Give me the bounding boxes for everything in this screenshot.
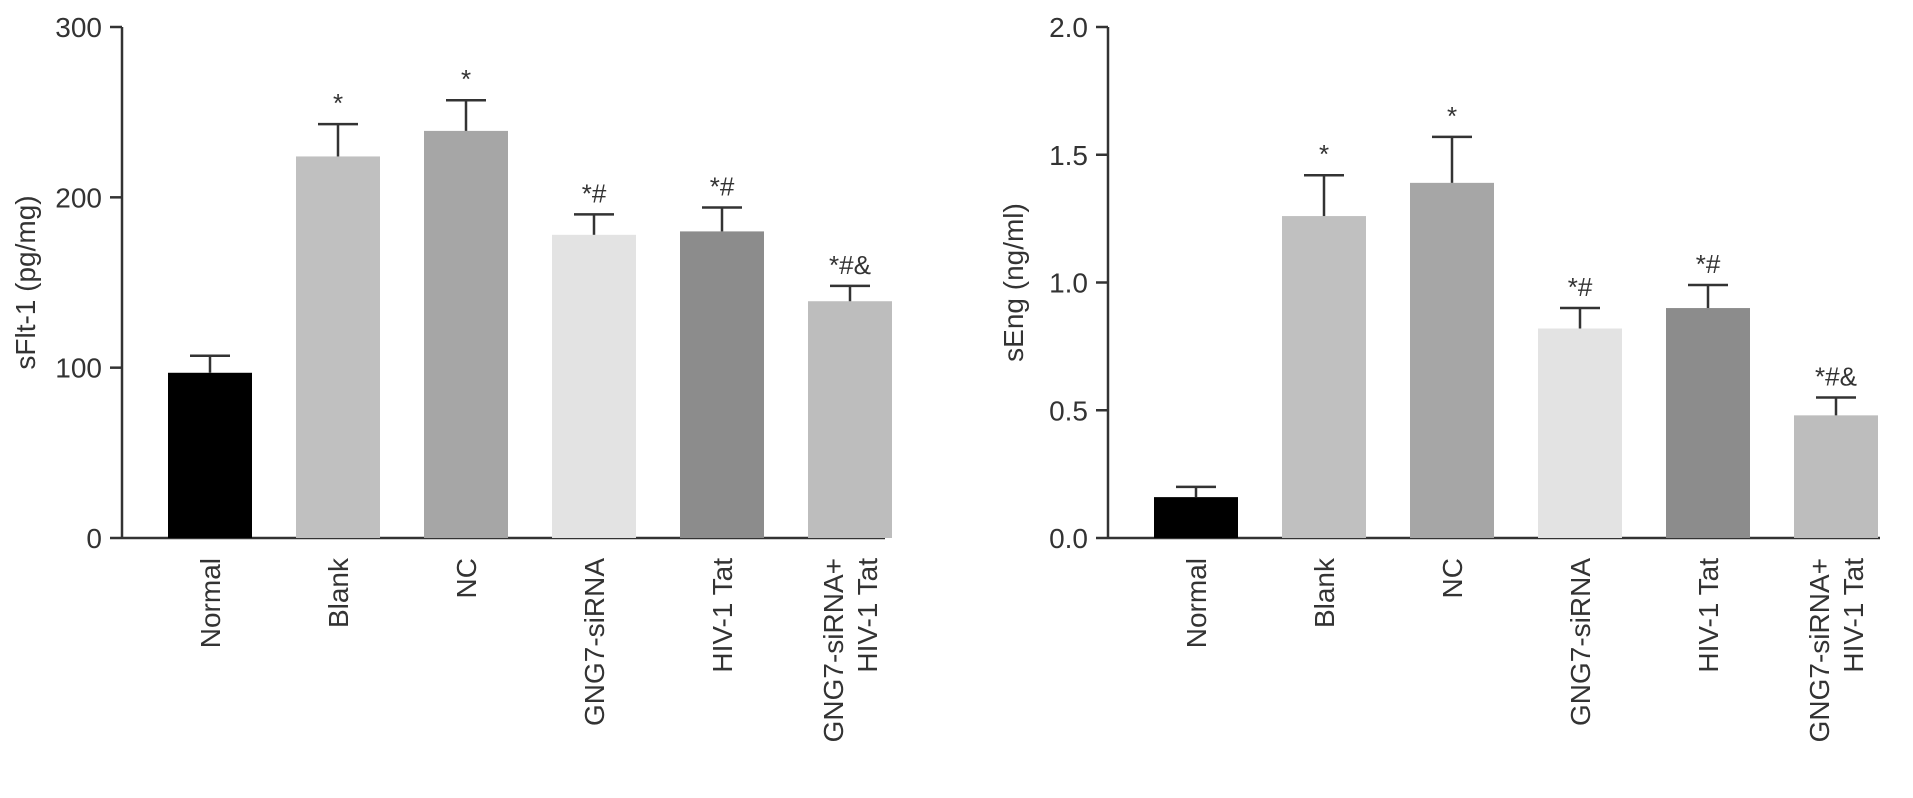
significance-label: * [333,88,343,118]
y-tick-label: 100 [55,353,102,384]
bar [1282,216,1366,538]
bar [296,156,380,538]
bar [1538,328,1622,538]
bar [680,231,764,538]
significance-label: *# [1696,249,1721,279]
y-tick-label: 0 [86,523,102,554]
x-tick-label: GNG7-siRNA+ [818,558,849,742]
bar [1154,497,1238,538]
significance-label: *# [582,178,607,208]
x-tick-label: HIV-1 Tat [1838,558,1869,673]
y-tick-label: 1.5 [1049,140,1088,171]
significance-label: *# [1568,272,1593,302]
y-axis-title: sEng (ng/ml) [998,203,1029,362]
bar [1794,415,1878,538]
significance-label: *#& [829,250,871,280]
significance-label: * [1319,139,1329,169]
significance-label: * [1447,101,1457,131]
x-tick-label: Blank [1309,557,1340,628]
bar [1410,182,1494,539]
y-tick-label: 200 [55,182,102,213]
significance-label: *#& [1815,361,1857,391]
x-tick-label: NC [1437,558,1468,598]
x-tick-label: GNG7-siRNA [1565,558,1596,726]
y-tick-label: 300 [55,12,102,43]
significance-label: *# [710,172,735,202]
bar [808,301,892,538]
significance-label: * [461,64,471,94]
x-tick-label: GNG7-siRNA [579,558,610,726]
chart-panel-sflt1: 0 100 200 300 sFlt-1 (pg/mg) Normal * Blank * NC *… [10,12,892,742]
x-tick-label: NC [451,558,482,598]
y-tick-label: 0.0 [1049,523,1088,554]
bar [168,372,252,538]
x-tick-label: HIV-1 Tat [707,558,738,673]
y-tick-label: 1.0 [1049,268,1088,299]
y-tick-label: 0.5 [1049,395,1088,426]
x-tick-label: Normal [1181,558,1212,648]
y-axis-title: sFlt-1 (pg/mg) [10,195,41,369]
bar [424,130,508,539]
x-tick-label: GNG7-siRNA+ [1804,558,1835,742]
x-tick-label: Normal [195,558,226,648]
y-tick-label: 2.0 [1049,12,1088,43]
chart-panel-seng: 0.0 0.5 1.0 1.5 2.0 sEng (ng/ml) Normal * Blank *… [998,12,1880,742]
x-tick-label: Blank [323,557,354,628]
x-tick-label: HIV-1 Tat [1693,558,1724,673]
bar [1666,308,1750,538]
x-tick-label: HIV-1 Tat [852,558,883,673]
bar [552,234,636,538]
